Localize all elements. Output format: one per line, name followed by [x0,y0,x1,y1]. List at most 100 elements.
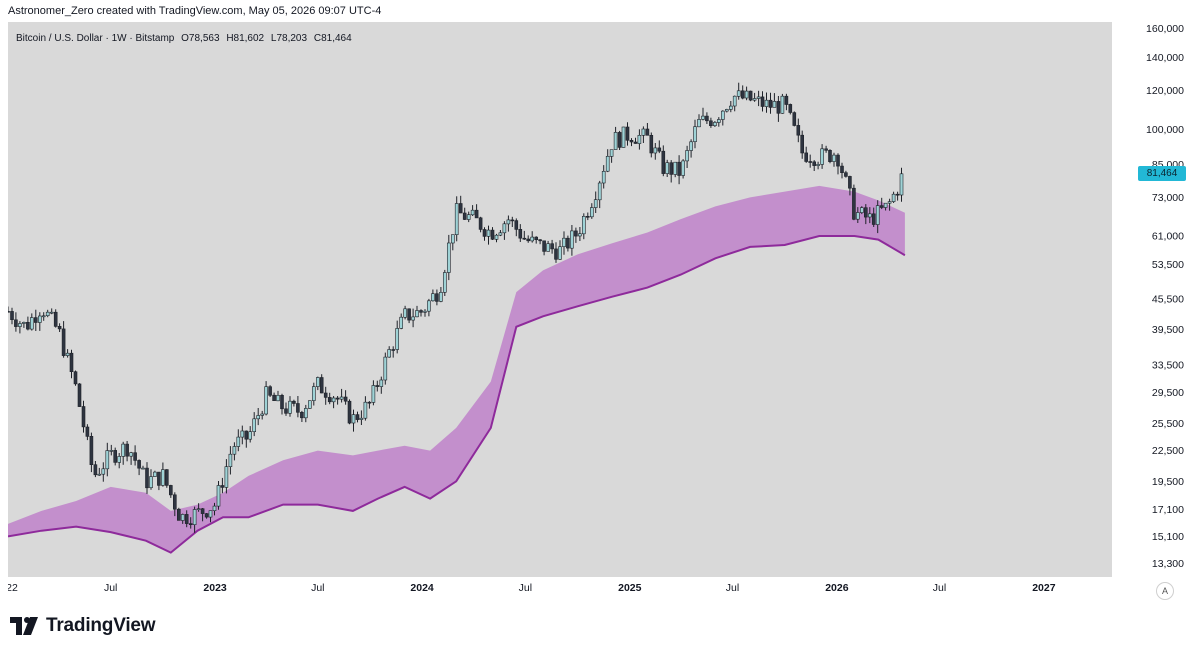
candle-body [776,101,781,114]
candle-body [506,219,511,225]
candle-body [141,467,145,470]
candle-body [633,141,638,144]
candle-body [315,377,320,387]
time-tick-label: 2024 [410,582,434,594]
candle-body [716,119,721,123]
price-tick-label: 25,500 [1152,418,1184,430]
candle-body [558,246,562,260]
price-tick-label: 17,100 [1152,504,1184,516]
candle-body [311,386,316,401]
candle-body [697,119,701,128]
candle-body [589,207,594,218]
candle-body [593,199,598,208]
candle-body [812,161,817,166]
candle-body [720,110,725,120]
candle-body [18,323,22,327]
candle-body [681,160,685,176]
time-axis-labels: 22 Jul 2023 Jul 2024 Jul 2025 Jul 2026 Jul 2027 [8,582,1056,594]
candle-body [407,308,411,321]
candle-body [303,408,308,419]
candle-body [256,415,260,420]
candle-body [713,122,717,127]
candle-body [113,450,117,463]
candle-body [446,242,451,273]
price-scale[interactable] [1112,22,1192,577]
candle-body [351,414,356,424]
candle-body [284,408,288,414]
price-tick-label: 39,500 [1152,324,1184,336]
legend-close: C81,464 [313,33,352,44]
candle-body [153,471,157,477]
auto-scale-button[interactable]: A [1156,582,1174,600]
candle-body [784,95,789,105]
candle-body [474,209,479,219]
candle-body [391,349,396,351]
candle-body [585,216,590,218]
candle-body [208,510,213,518]
candle-body [701,115,705,120]
candle-body [760,96,765,107]
candle-body [732,95,737,107]
price-tick-label: 160,000 [1146,23,1184,35]
tradingview-logo-icon [10,617,38,635]
candle-body [228,453,233,468]
candle-body [184,514,189,524]
candle-body [355,414,360,420]
candle-body [439,291,443,302]
candle-body [470,209,475,216]
candle-body [363,401,368,419]
candle-body [820,148,824,165]
candle-body [73,371,78,385]
candle-body [367,401,372,404]
candle-body [899,173,904,196]
candle-body [534,236,539,241]
candle-body [578,233,582,237]
candle-body [895,193,900,196]
candle-body [212,505,217,512]
candle-body [165,469,169,486]
candle-body [859,207,864,213]
tradingview-brand: TradingView [46,615,156,636]
candle-body [121,443,125,457]
price-chart[interactable]: 160,000140,000120,000100,00085,00073,000… [8,22,1192,599]
candle-body [216,485,221,507]
candle-body [871,213,876,225]
candle-body [740,90,745,99]
candle-body [450,234,455,244]
price-tick-label: 100,000 [1146,124,1184,136]
candle-body [562,237,566,247]
candle-body [673,161,678,175]
price-tick-label: 61,000 [1152,231,1184,243]
tradingview-logo[interactable]: TradingView [10,615,156,637]
candle-body [26,321,30,330]
candle-body [597,182,602,201]
candle-body [85,426,90,437]
candle-body [236,436,241,447]
candle-body [77,383,82,407]
candle-body [335,397,340,400]
candle-body [570,230,574,249]
time-scale[interactable] [8,577,1112,599]
candle-body [49,311,54,314]
candle-body [232,446,237,455]
candle-body [89,435,94,465]
candle-body [752,98,757,101]
candle-body [359,417,364,420]
candle-body [530,236,535,242]
candle-body [669,162,674,175]
price-tick-label: 19,500 [1152,476,1184,488]
candle-body [605,156,610,172]
candle-body [248,431,252,440]
candle-body [792,112,797,126]
candle-body [319,377,324,394]
price-tick-label: 53,500 [1152,259,1184,271]
candle-body [296,403,300,413]
candle-body [637,135,642,144]
candle-body [145,467,149,489]
candle-body [431,293,435,302]
candle-body [137,460,141,469]
candle-body [423,310,427,313]
ribbon-band [8,185,906,554]
candle-body [81,406,86,428]
candle-body [244,430,249,440]
